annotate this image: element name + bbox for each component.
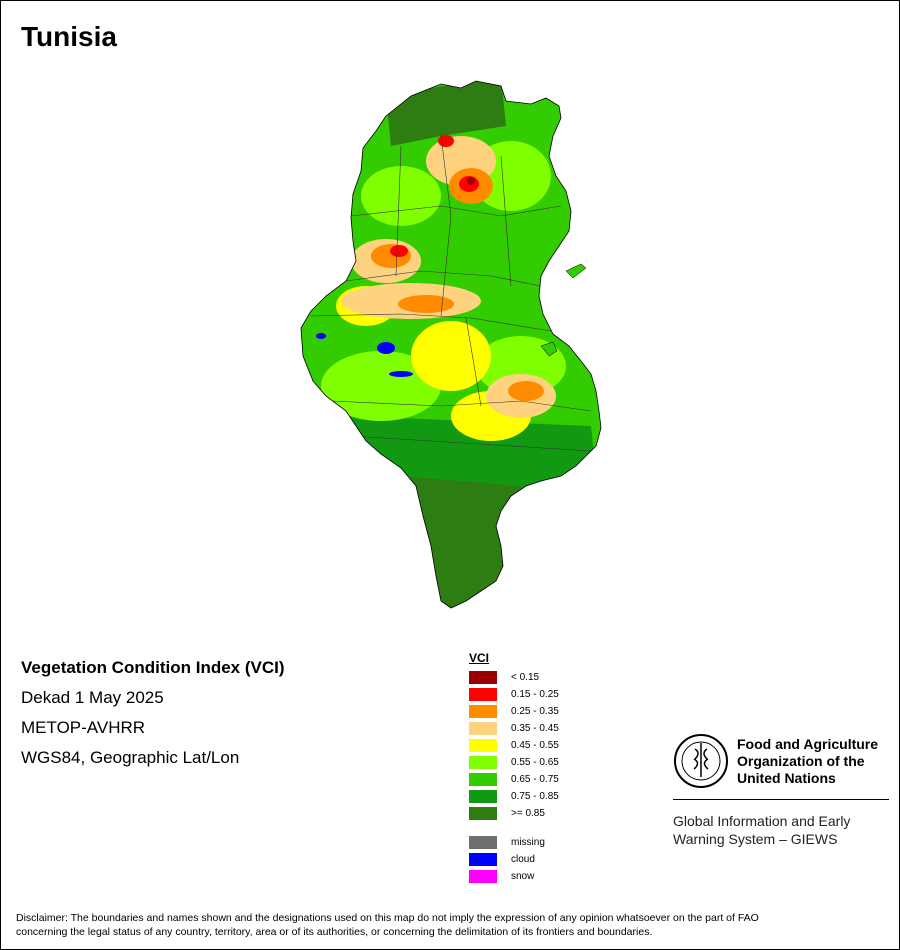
legend-class-swatch	[469, 739, 497, 752]
divider	[673, 799, 889, 800]
index-name: Vegetation Condition Index (VCI)	[21, 658, 285, 677]
legend-special: missing cloud snow	[469, 834, 599, 885]
legend-class-label: < 0.15	[511, 672, 540, 683]
legend-class-item: 0.15 - 0.25	[469, 686, 599, 703]
legend-class-label: 0.45 - 0.55	[511, 740, 559, 751]
giews-label: Global Information and Early Warning Sys…	[673, 813, 851, 847]
legend-class-swatch	[469, 790, 497, 803]
legend-class-label: >= 0.85	[511, 808, 545, 819]
legend-class-label: 0.25 - 0.35	[511, 706, 559, 717]
country-map	[291, 56, 621, 616]
vci-legend: VCI < 0.15 0.15 - 0.25 0.25 - 0.35 0.35 - 0…	[469, 651, 599, 885]
legend-class-swatch	[469, 671, 497, 684]
legend-class-label: 0.15 - 0.25	[511, 689, 559, 700]
legend-class-item: 0.65 - 0.75	[469, 771, 599, 788]
legend-special-item: snow	[469, 868, 599, 885]
legend-class-swatch	[469, 688, 497, 701]
legend-class-swatch	[469, 773, 497, 786]
map-info: Vegetation Condition Index (VCI) Dekad 1…	[21, 657, 285, 777]
legend-special-label: snow	[511, 871, 535, 882]
legend-class-label: 0.75 - 0.85	[511, 791, 559, 802]
legend-title: VCI	[469, 651, 490, 665]
legend-class-item: 0.75 - 0.85	[469, 788, 599, 805]
legend-class-item: < 0.15	[469, 669, 599, 686]
legend-class-item: 0.55 - 0.65	[469, 754, 599, 771]
legend-special-label: cloud	[511, 854, 535, 865]
legend-special-swatch	[469, 870, 497, 883]
legend-classes: < 0.15 0.15 - 0.25 0.25 - 0.35 0.35 - 0.45 0…	[469, 669, 599, 822]
legend-special-swatch	[469, 836, 497, 849]
legend-class-item: >= 0.85	[469, 805, 599, 822]
legend-special-label: missing	[511, 837, 545, 848]
fao-emblem-icon	[674, 734, 728, 788]
legend-class-label: 0.35 - 0.45	[511, 723, 559, 734]
legend-special-item: cloud	[469, 851, 599, 868]
legend-class-label: 0.65 - 0.75	[511, 774, 559, 785]
sensor-label: METOP-AVHRR	[21, 718, 146, 737]
disclaimer: Disclaimer: The boundaries and names sho…	[16, 912, 759, 938]
legend-class-swatch	[469, 807, 497, 820]
legend-class-swatch	[469, 756, 497, 769]
legend-class-item: 0.35 - 0.45	[469, 720, 599, 737]
map-title: Tunisia	[21, 21, 117, 52]
legend-class-item: 0.45 - 0.55	[469, 737, 599, 754]
fao-logo-block: Food and Agriculture Organization of the…	[673, 733, 889, 848]
fao-org-name: Food and Agriculture Organization of the…	[737, 735, 879, 786]
legend-special-swatch	[469, 853, 497, 866]
legend-class-label: 0.55 - 0.65	[511, 757, 559, 768]
period-label: Dekad 1 May 2025	[21, 688, 164, 707]
legend-class-item: 0.25 - 0.35	[469, 703, 599, 720]
legend-class-swatch	[469, 722, 497, 735]
projection-label: WGS84, Geographic Lat/Lon	[21, 748, 240, 767]
vci-map-graphic	[300, 80, 602, 609]
legend-class-swatch	[469, 705, 497, 718]
legend-special-item: missing	[469, 834, 599, 851]
